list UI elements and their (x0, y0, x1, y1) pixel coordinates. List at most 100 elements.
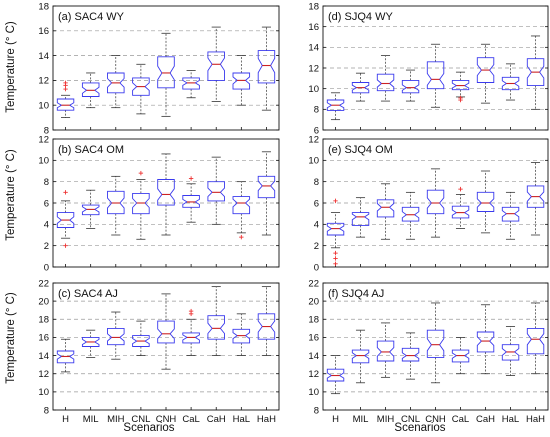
box-body (351, 212, 370, 226)
panel-title: (f) SJQ4 AJ (328, 288, 384, 300)
y-tick-label: 14 (38, 51, 49, 62)
box-CaL (451, 186, 470, 230)
y-tick-label: 10 (308, 156, 319, 167)
box-body (401, 347, 420, 362)
box-CNL (132, 320, 150, 356)
box-CaH (476, 43, 495, 104)
box-CaH (207, 156, 225, 225)
y-tick-label: 18 (308, 315, 319, 326)
x-tick-label: HaL (233, 414, 250, 425)
y-tick-label: 16 (308, 333, 319, 344)
box-CaH (476, 304, 495, 375)
x-axis-label-left: Scenarios (123, 422, 174, 434)
y-tick-label: 8 (314, 105, 319, 116)
y-tick-label: 20 (308, 296, 319, 307)
panel-title: (a) SAC4 WY (58, 11, 125, 23)
box-body (157, 320, 175, 344)
x-tick-label: MIL (83, 414, 99, 425)
y-axis-label-top: Temperature (° C) (5, 21, 17, 113)
x-tick-label: CaL (452, 414, 469, 425)
box-body (426, 189, 445, 215)
y-tick-label: 14 (38, 351, 49, 362)
box-CNH (157, 293, 175, 370)
box-body (56, 350, 75, 364)
box-MIL (81, 329, 100, 358)
y-tick-label: 8 (44, 125, 49, 136)
y-tick-label: 6 (44, 198, 49, 209)
y-tick-label: 12 (308, 369, 319, 380)
y-tick-label: 2 (314, 241, 319, 252)
box-MIL (81, 189, 100, 230)
x-tick-label: CaL (182, 414, 199, 425)
y-tick-label: 22 (308, 278, 319, 289)
x-tick-label: HaH (257, 414, 276, 425)
box-body (56, 98, 75, 111)
box-body (157, 56, 175, 89)
y-tick-label: 8 (44, 177, 49, 188)
box-body (182, 77, 200, 90)
box-MIL (351, 72, 370, 102)
box-CaL (451, 337, 470, 375)
panel-3: 0 2 4 6 8 10 12 (e) SJQ4 OM (308, 134, 549, 273)
box-body (232, 196, 251, 215)
panel-0: 8 10 12 14 16 18 (a) SAC4 WY (38, 1, 280, 136)
box-body (526, 58, 545, 87)
panel-title: (c) SAC4 AJ (58, 288, 118, 300)
box-body (451, 349, 470, 363)
y-tick-label: 10 (38, 101, 49, 112)
box-body (232, 72, 251, 90)
box-body (207, 51, 225, 81)
box-body (81, 336, 100, 347)
x-tick-label: CNH (425, 414, 446, 425)
y-tick-label: 4 (314, 220, 319, 231)
box-HaL (501, 326, 520, 376)
box-HaL (501, 191, 520, 240)
y-tick-label: 10 (308, 84, 319, 95)
box-body (232, 328, 251, 344)
box-HaH (257, 26, 276, 111)
y-tick-label: 0 (44, 262, 49, 273)
panel-4: 8 10 12 14 16 18 20 22 H MIL MIH CNL CNH CaL CaH HaL HaH… (38, 278, 280, 425)
box-CNL (401, 191, 420, 240)
y-tick-label: 10 (38, 387, 49, 398)
x-tick-label: CNL (131, 414, 150, 425)
box-body (326, 368, 345, 382)
box-MIH (376, 322, 395, 378)
box-HaL (232, 55, 251, 106)
box-CNH (157, 153, 175, 236)
box-body (182, 195, 200, 208)
box-body (207, 315, 225, 340)
y-tick-label: 22 (38, 278, 49, 289)
y-tick-label: 8 (314, 405, 319, 416)
box-body (426, 329, 445, 358)
box-body (132, 192, 150, 215)
box-body (107, 190, 125, 215)
y-tick-label: 8 (314, 177, 319, 188)
y-tick-label: 12 (308, 134, 319, 145)
box-body (501, 206, 520, 222)
y-tick-label: 20 (38, 296, 49, 307)
box-MIL (351, 329, 370, 384)
y-tick-label: 12 (38, 369, 49, 380)
box-CaL (182, 70, 200, 99)
y-tick-label: 10 (38, 156, 49, 167)
y-tick-label: 16 (38, 333, 49, 344)
box-CNH (426, 168, 445, 238)
plot-frame (322, 282, 549, 411)
box-body (401, 79, 420, 94)
box-MIH (376, 183, 395, 240)
box-body (182, 332, 200, 344)
box-HaL (232, 313, 251, 356)
box-body (157, 179, 175, 206)
box-H (56, 80, 75, 118)
box-body (107, 327, 125, 346)
y-tick-label: 4 (44, 220, 49, 231)
box-HaL (501, 63, 520, 101)
box-body (257, 313, 276, 340)
y-tick-label: 6 (314, 198, 319, 209)
box-HaH (526, 302, 545, 375)
box-body (476, 191, 495, 212)
panel-title: (e) SJQ4 OM (328, 144, 393, 156)
box-CNL (132, 170, 150, 240)
x-axis-label-right: Scenarios (394, 422, 445, 434)
